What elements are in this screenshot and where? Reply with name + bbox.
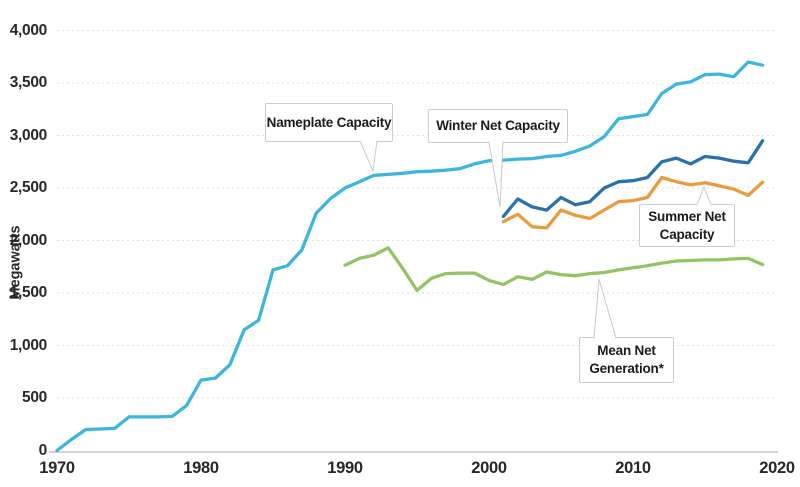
y-tick-label: 2,000 — [9, 231, 48, 249]
callout-mean-net-generation: Mean Net Generation* — [579, 337, 674, 383]
series-line-winter-net-capacity — [501, 139, 765, 219]
y-tick-label: 2,500 — [9, 179, 48, 196]
y-tick-label: 3,500 — [9, 74, 48, 91]
x-tick-label: 2000 — [471, 459, 507, 477]
y-tick-label: 500 — [22, 389, 47, 406]
series-line-summer-net-capacity — [501, 175, 765, 230]
x-tick-label: 2010 — [615, 459, 651, 477]
x-tick-label: 1990 — [327, 459, 363, 477]
y-tick-label: 3,000 — [9, 126, 48, 144]
x-tick-label: 1970 — [39, 459, 75, 477]
callout-winter-net-capacity: Winter Net Capacity — [428, 109, 568, 143]
x-tick-label: 1980 — [183, 459, 219, 477]
series-line-nameplate-capacity — [55, 60, 765, 453]
series-line-mean-net-generation — [343, 246, 765, 293]
callout-summer-net-capacity: Summer Net Capacity — [639, 204, 735, 247]
callout-nameplate-capacity: Nameplate Capacity — [265, 103, 393, 142]
y-tick-label: 0 — [38, 441, 48, 459]
x-tick-label: 2020 — [759, 459, 795, 477]
y-tick-label: 1,500 — [9, 284, 48, 301]
y-tick-label: 4,000 — [9, 21, 48, 39]
y-tick-label: 1,000 — [9, 336, 48, 354]
y-axis-title: Megawatts — [7, 225, 24, 300]
